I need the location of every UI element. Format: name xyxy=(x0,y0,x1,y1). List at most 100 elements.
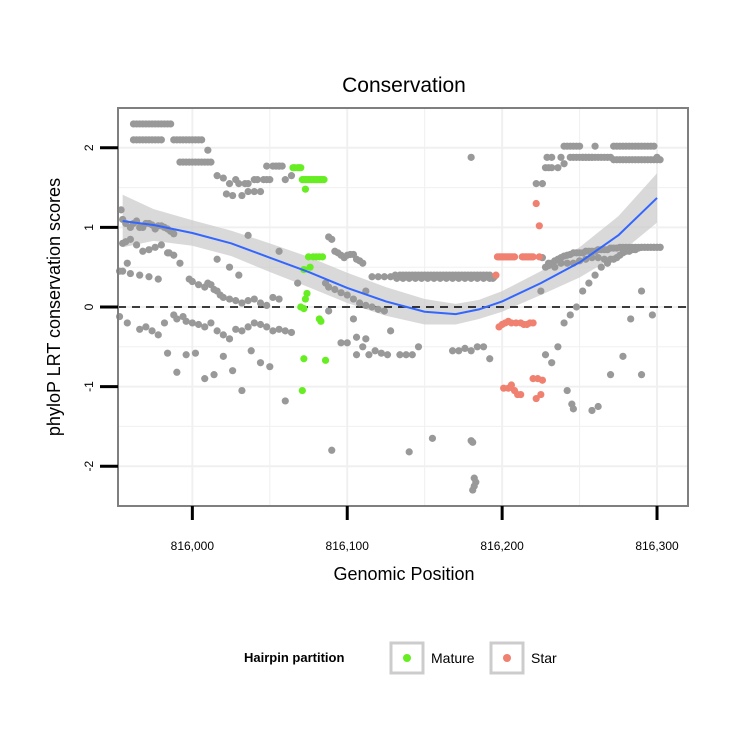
point-other xyxy=(603,259,612,267)
point-other xyxy=(256,187,265,196)
point-other xyxy=(572,303,581,311)
point-other xyxy=(610,255,618,263)
point-other xyxy=(371,347,379,355)
smooth-trend-line xyxy=(122,197,658,316)
point-other xyxy=(213,172,221,180)
y-tick-label: -1 xyxy=(82,381,96,392)
point-star xyxy=(510,253,519,261)
point-other xyxy=(436,274,444,282)
point-other xyxy=(656,156,664,164)
point-star xyxy=(532,199,540,208)
point-other xyxy=(374,305,382,313)
x-tick-label: 816,100 xyxy=(326,539,370,553)
point-other xyxy=(123,319,131,327)
point-other xyxy=(198,136,206,144)
y-axis: -2 -1 0 1 2 xyxy=(82,144,118,472)
point-star xyxy=(538,376,547,384)
point-other xyxy=(402,351,410,359)
point-other xyxy=(247,347,255,355)
point-other xyxy=(263,301,271,310)
point-other xyxy=(349,315,358,323)
point-other xyxy=(417,274,426,282)
point-other xyxy=(244,323,252,331)
point-other xyxy=(145,246,153,254)
point-other xyxy=(650,142,658,150)
point-other xyxy=(188,277,196,286)
point-other xyxy=(343,339,351,347)
point-mature xyxy=(318,253,327,261)
point-other xyxy=(142,323,150,331)
point-other xyxy=(637,287,646,295)
point-mature xyxy=(300,355,308,363)
point-other xyxy=(219,174,227,182)
confidence-band xyxy=(122,173,658,325)
point-star xyxy=(529,253,537,261)
point-other xyxy=(393,274,401,282)
point-other xyxy=(225,295,234,303)
point-other xyxy=(337,289,345,297)
point-other xyxy=(210,371,218,379)
point-other xyxy=(219,352,227,360)
point-other xyxy=(548,164,556,172)
point-other xyxy=(597,263,605,271)
point-other xyxy=(232,297,240,305)
point-other xyxy=(653,243,661,251)
point-other xyxy=(467,347,475,355)
y-tick-label: 1 xyxy=(82,224,96,231)
point-other xyxy=(287,328,296,337)
point-other xyxy=(585,279,593,287)
point-other xyxy=(537,287,545,295)
point-other xyxy=(544,259,553,267)
point-other xyxy=(207,319,215,327)
point-other xyxy=(469,438,477,446)
point-other xyxy=(579,287,587,295)
point-other xyxy=(442,274,450,282)
point-mature xyxy=(300,304,308,313)
point-other xyxy=(467,274,475,282)
point-other xyxy=(356,299,364,307)
point-mature xyxy=(298,386,306,395)
point-other xyxy=(616,251,624,259)
point-other xyxy=(225,263,234,271)
chart-title: Conservation xyxy=(342,74,466,97)
point-other xyxy=(352,351,361,359)
point-other xyxy=(229,191,237,200)
point-other xyxy=(132,241,141,249)
point-mature xyxy=(301,185,310,193)
point-other xyxy=(151,243,159,251)
y-tick-label: -2 xyxy=(82,461,96,472)
point-other xyxy=(173,315,181,323)
point-star xyxy=(535,222,543,230)
point-other xyxy=(648,311,656,319)
point-other xyxy=(591,271,599,279)
point-other xyxy=(352,333,361,341)
point-star xyxy=(537,390,545,399)
point-other xyxy=(554,343,562,351)
point-other xyxy=(256,320,265,329)
point-other xyxy=(374,273,382,281)
point-other xyxy=(235,180,243,188)
point-other xyxy=(188,319,196,327)
point-other xyxy=(281,397,289,405)
point-other xyxy=(594,254,602,262)
point-other xyxy=(473,343,481,351)
point-mature xyxy=(306,263,314,271)
point-other xyxy=(244,297,252,305)
point-other xyxy=(266,363,274,371)
point-other xyxy=(396,351,404,359)
point-other xyxy=(163,349,172,357)
point-other xyxy=(275,162,283,170)
point-other xyxy=(575,142,584,150)
point-other xyxy=(148,327,156,335)
point-star xyxy=(492,271,500,279)
point-other xyxy=(532,180,540,188)
point-other xyxy=(225,180,234,188)
point-other xyxy=(628,246,636,254)
point-other xyxy=(448,274,457,282)
point-other xyxy=(229,367,237,375)
point-other xyxy=(486,355,494,363)
point-other xyxy=(591,142,599,150)
point-other xyxy=(627,315,635,323)
point-other xyxy=(430,274,438,282)
